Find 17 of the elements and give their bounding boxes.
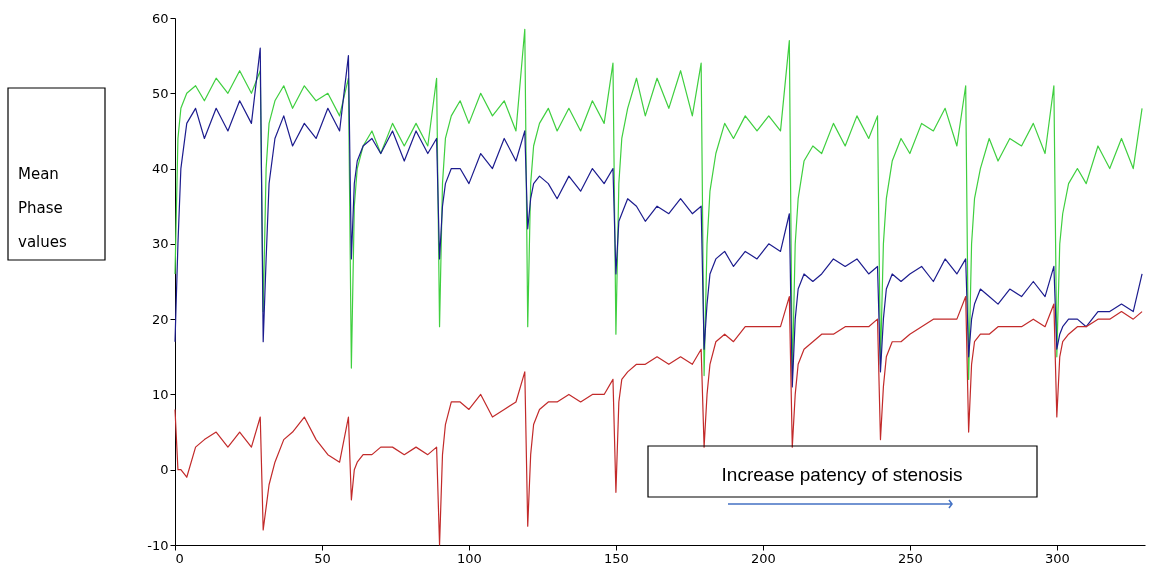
y-tick-label: 20 bbox=[151, 311, 169, 327]
x-tick-label: 300 bbox=[1044, 550, 1070, 566]
y-tick-label: 0 bbox=[160, 462, 169, 478]
text: Mean Phase values bbox=[18, 165, 67, 251]
y-tick-label: 30 bbox=[151, 236, 169, 252]
y-tick-label: 40 bbox=[151, 161, 169, 177]
x-tick-label: 250 bbox=[897, 550, 923, 566]
y-tick-label: 50 bbox=[151, 85, 169, 101]
y-tick-label: 60 bbox=[151, 10, 169, 26]
x-tick-label: 100 bbox=[457, 550, 482, 566]
x-tick-label: 50 bbox=[314, 550, 331, 566]
x-tick-label: 0 bbox=[175, 550, 184, 566]
annotation: Increase patency of stenosis bbox=[721, 464, 963, 485]
y-tick-label: 10 bbox=[151, 386, 169, 402]
x-tick-label: 200 bbox=[750, 550, 776, 566]
y-tick-label: -10 bbox=[147, 537, 169, 553]
x-tick-label: 150 bbox=[603, 550, 629, 566]
